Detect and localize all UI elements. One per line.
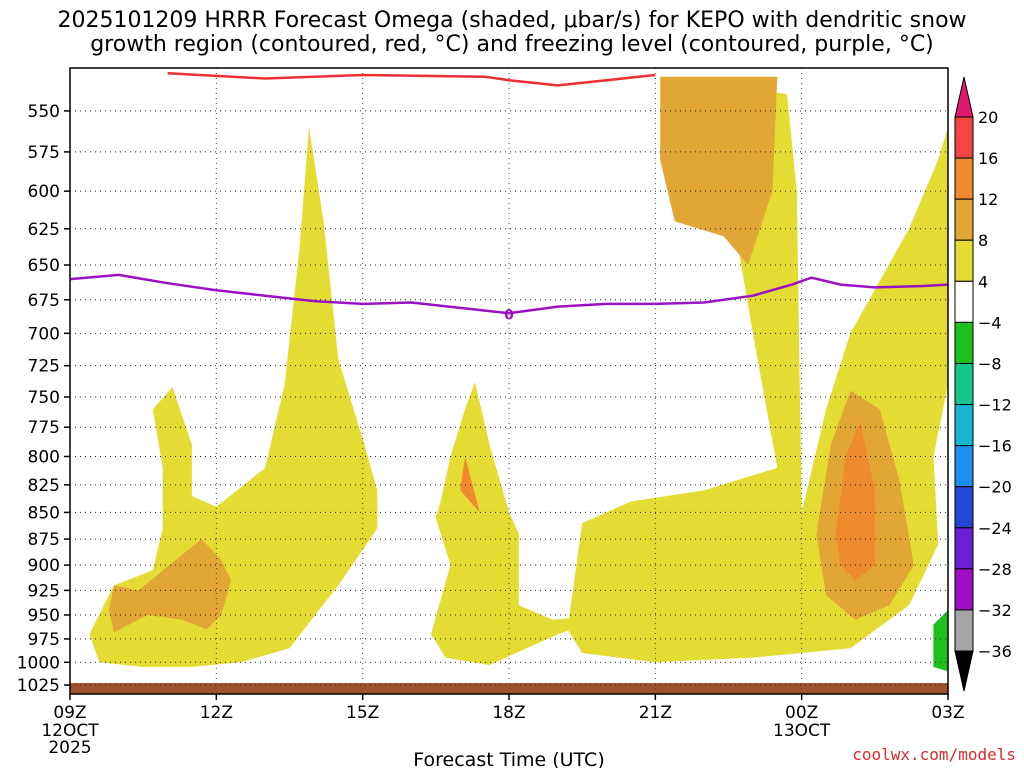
- y-tick-label: 625: [28, 220, 60, 240]
- colorbar-label: −32: [978, 601, 1012, 620]
- x-tick-label: 12Z: [200, 703, 233, 723]
- colorbar-bin: [954, 362, 974, 406]
- credit-text: coolwx.com/models: [852, 745, 1016, 764]
- x-tick-label: 21Z: [639, 703, 672, 723]
- colorbar-below-triangle: [954, 650, 974, 692]
- colorbar-label: −12: [978, 396, 1012, 415]
- omega-region-8: [933, 610, 948, 672]
- omega-region-1: [109, 539, 231, 633]
- y-tick-label: 650: [28, 256, 60, 276]
- colorbar-label: −24: [978, 519, 1012, 538]
- colorbar-bin: [954, 321, 974, 364]
- y-tick-label: 1000: [17, 653, 60, 673]
- y-tick-label: 900: [28, 556, 60, 576]
- x-tick-sublabel: 2025: [48, 738, 91, 758]
- colorbar-label: −28: [978, 560, 1012, 579]
- y-tick-label: 850: [28, 503, 60, 523]
- y-tick-label: 725: [28, 357, 60, 377]
- omega-region-3: [460, 456, 480, 513]
- colorbar-bin: [954, 239, 974, 282]
- colorbar-label: 20: [978, 108, 998, 127]
- y-tick-label: 700: [28, 324, 60, 344]
- colorbar-bin: [954, 116, 974, 159]
- y-tick-label: 1025: [17, 676, 60, 696]
- colorbar-label: 8: [978, 231, 988, 250]
- omega-region-2: [431, 382, 656, 665]
- y-tick-label: 825: [28, 476, 60, 496]
- x-tick-label: 09Z: [53, 703, 86, 723]
- colorbar-bin: [954, 445, 974, 488]
- x-tick-label: 00Z: [785, 703, 818, 723]
- colorbar-label: −20: [978, 478, 1012, 497]
- y-tick-label: 750: [28, 388, 60, 408]
- y-tick-label: 675: [28, 291, 60, 311]
- colorbar-bin: [954, 157, 974, 200]
- chart-title-line1: 2025101209 HRRR Forecast Omega (shaded, …: [57, 8, 967, 33]
- y-tick-label: 575: [28, 143, 60, 163]
- x-tick-label: 15Z: [346, 703, 379, 723]
- x-axis-title: Forecast Time (UTC): [413, 749, 604, 768]
- omega-region-5: [660, 76, 778, 265]
- y-tick-label: 800: [28, 447, 60, 467]
- y-tick-label: 925: [28, 581, 60, 601]
- colorbar-bin: [954, 404, 974, 447]
- y-tick-label: 600: [28, 182, 60, 202]
- chart-title-line2: growth region (contoured, red, °C) and f…: [90, 32, 934, 57]
- x-tick-sublabel: 13OCT: [773, 721, 831, 741]
- omega-region-0: [89, 127, 378, 667]
- freezing-level-line: [70, 273, 948, 315]
- colorbar-label: 16: [978, 149, 998, 168]
- colorbar-bin: [954, 568, 974, 611]
- omega-region-7: [835, 421, 875, 581]
- y-tick-label: 975: [28, 630, 60, 650]
- x-tick-label: 03Z: [931, 703, 964, 723]
- y-tick-label: 875: [28, 530, 60, 550]
- colorbar-label: −16: [978, 437, 1012, 456]
- x-tick-label: 18Z: [492, 703, 525, 723]
- colorbar-label: −4: [978, 313, 1002, 332]
- y-tick-label: 950: [28, 606, 60, 626]
- colorbar-bin: [954, 609, 974, 652]
- colorbar-bin: [954, 280, 974, 323]
- y-tick-label: 550: [28, 102, 60, 122]
- colorbar-label: 12: [978, 190, 998, 209]
- freezing-level-label: 0: [504, 307, 514, 323]
- colorbar-label: −36: [978, 642, 1012, 661]
- colorbar-above-triangle: [954, 76, 974, 118]
- colorbar-bin: [954, 486, 974, 529]
- dgz-contour-line: [167, 72, 656, 87]
- colorbar-bin: [954, 527, 974, 570]
- colorbar-bin: [954, 198, 974, 241]
- colorbar-label: 4: [978, 272, 988, 291]
- colorbar-label: −8: [978, 354, 1002, 373]
- y-tick-label: 775: [28, 418, 60, 438]
- x-tick-sublabel: 12OCT: [41, 721, 99, 741]
